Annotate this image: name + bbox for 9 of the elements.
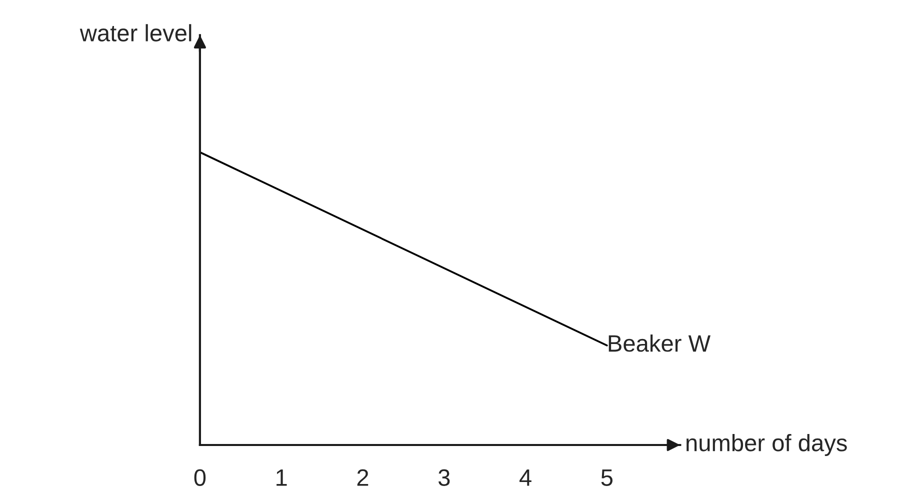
series-label: Beaker W <box>608 334 711 352</box>
x-axis-title: number of days <box>686 434 847 456</box>
x-tick-label: 0 <box>194 469 206 486</box>
x-tick-label: 5 <box>601 469 613 486</box>
x-tick-label: 3 <box>438 469 450 486</box>
x-tick-label: 4 <box>520 469 532 486</box>
x-tick-label: 1 <box>276 469 287 486</box>
y-axis-title: water level <box>80 24 192 42</box>
x-tick-label: 2 <box>357 469 368 486</box>
